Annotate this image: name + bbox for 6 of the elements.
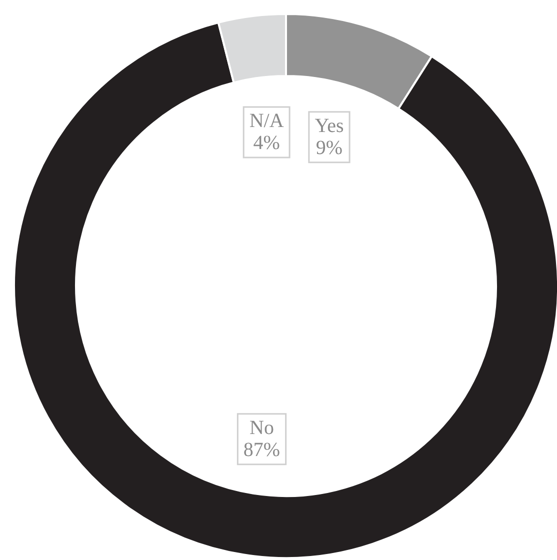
data-label: 4% bbox=[253, 132, 280, 154]
slice-label: N/A bbox=[249, 110, 284, 132]
slice-label: No bbox=[250, 417, 274, 440]
data-label: 87% bbox=[243, 439, 280, 462]
data-label: 9% bbox=[316, 137, 343, 160]
slice-label: Yes bbox=[314, 115, 344, 138]
